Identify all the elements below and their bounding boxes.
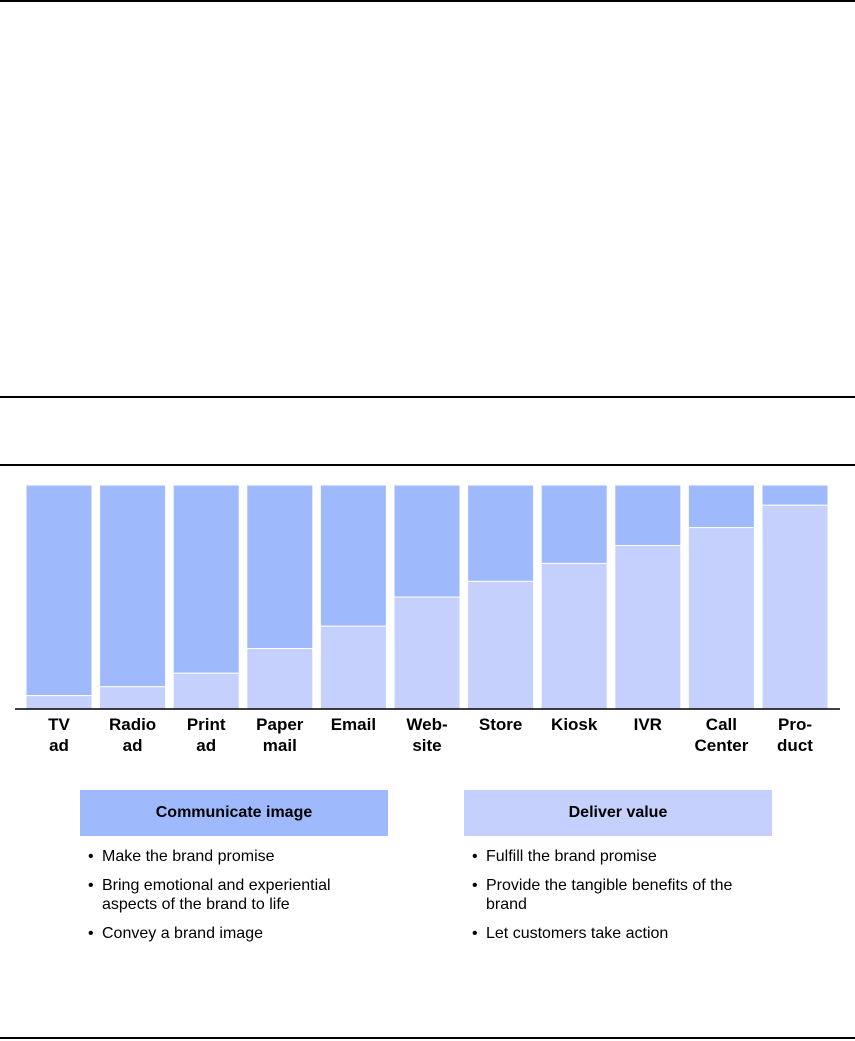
section-rule-lower [0,464,855,466]
bar-communicate-10 [761,484,829,506]
bar-communicate-0 [25,484,93,697]
bar-communicate-1 [99,484,167,688]
category-label-8: IVR [634,715,662,734]
bottom-rule [0,1037,855,1039]
category-label-1: Radio ad [109,715,156,755]
category-label-4: Email [331,715,376,734]
stacked-bar-chart: TV ad Radio ad Print ad Paper mail Email Web-site… [15,484,840,755]
category-label-10: Pro-duct [777,715,813,755]
category-label-5: Web-site [406,715,447,755]
bar-deliver-0 [25,695,93,710]
bar-communicate-4 [319,484,387,627]
top-rule [0,0,855,2]
communicate-bullet-1: Make the brand promise [86,847,386,866]
category-label-3: Paper mail [256,715,304,755]
bar-communicate-5 [393,484,461,598]
bar-communicate-2 [172,484,240,674]
communicate-bullet-2: Bring emotional and experiential aspects… [86,876,386,914]
category-label-2: Print ad [187,715,226,755]
category-label-9: Call Center [694,715,748,755]
bar-deliver-2 [172,672,240,710]
bar-communicate-8 [614,484,682,546]
bar-communicate-6 [467,484,535,582]
communicate-bullet-3: Convey a brand image [86,924,386,943]
legend-communicate-box: Communicate image [80,790,388,836]
category-label-7: Kiosk [551,715,598,734]
bar-deliver-9 [687,527,755,710]
bar-deliver-10 [761,504,829,710]
bar-communicate-7 [540,484,608,564]
section-rule-upper [0,396,855,398]
deliver-bullet-2: Provide the tangible benefits of the bra… [470,876,760,914]
legend-deliver-box: Deliver value [464,790,772,836]
deliver-bullet-list: Fulfill the brand promise Provide the ta… [470,847,760,953]
deliver-bullet-3: Let customers take action [470,924,760,943]
bar-deliver-8 [614,544,682,710]
bar-deliver-4 [319,625,387,710]
bar-deliver-5 [393,596,461,710]
bar-communicate-3 [246,484,314,650]
communicate-bullet-list: Make the brand promise Bring emotional a… [86,847,386,953]
bar-communicate-9 [687,484,755,529]
legend-communicate-title: Communicate image [155,804,313,821]
deliver-bullet-1: Fulfill the brand promise [470,847,760,866]
bar-deliver-1 [99,686,167,710]
bar-deliver-7 [540,562,608,710]
bar-deliver-6 [467,580,535,710]
category-label-6: Store [479,715,522,734]
legend-deliver-title: Deliver value [568,804,668,821]
category-label-0: TV ad [48,715,70,755]
bar-deliver-3 [246,648,314,710]
